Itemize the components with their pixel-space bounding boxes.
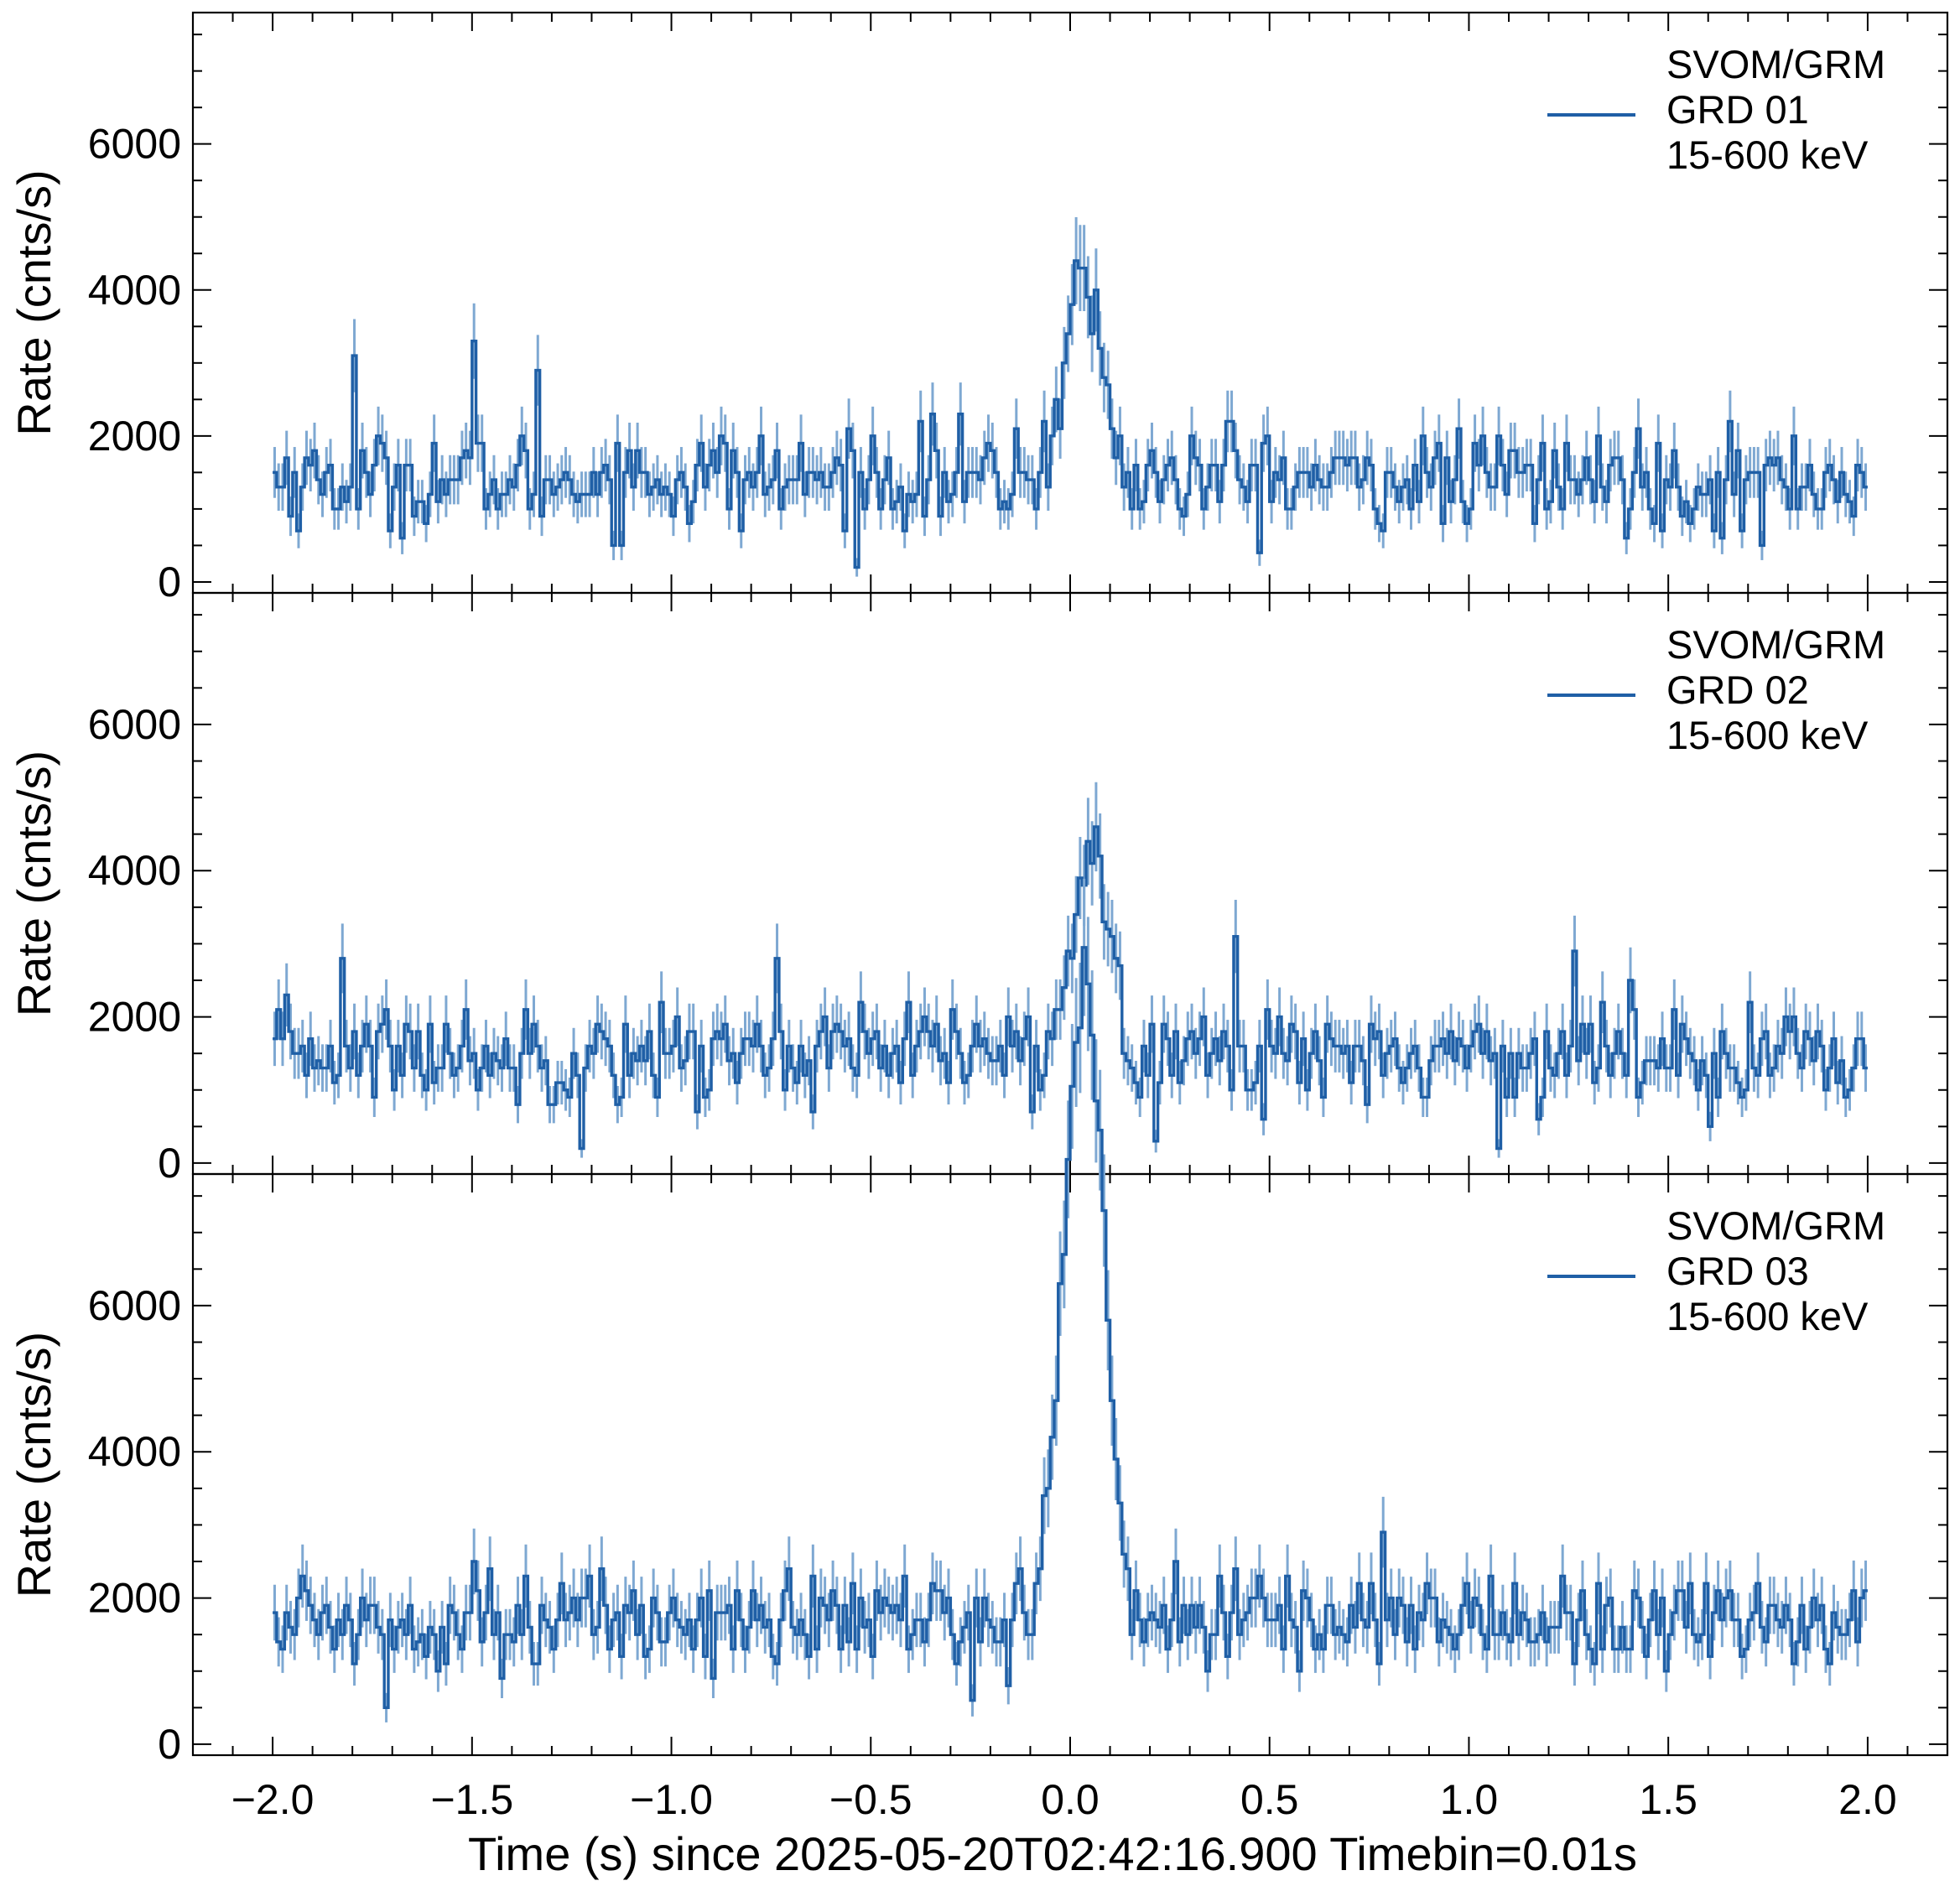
legend-text-line: GRD 01 (1666, 87, 1809, 132)
y-tick-label: 2000 (88, 413, 181, 460)
x-tick-label: −1.0 (630, 1776, 713, 1823)
legend-text-line: GRD 02 (1666, 668, 1809, 712)
y-tick-label: 6000 (88, 701, 181, 748)
legend-text-line: 15-600 keV (1666, 1294, 1869, 1338)
light-curve-line (273, 946, 1868, 1710)
y-tick-label: 0 (158, 559, 181, 605)
x-tick-label: 1.0 (1440, 1776, 1499, 1823)
y-tick-label: 4000 (88, 267, 181, 314)
y-tick-label: 6000 (88, 1282, 181, 1329)
legend-text-line: 15-600 keV (1666, 713, 1869, 757)
light-curve-line (273, 259, 1868, 569)
x-tick-label: −1.5 (430, 1776, 513, 1823)
y-axis-title: Rate (cnts/s) (8, 169, 60, 435)
x-tick-label: 2.0 (1838, 1776, 1897, 1823)
y-tick-label: 2000 (88, 1575, 181, 1622)
x-tick-label: −0.5 (829, 1776, 912, 1823)
x-tick-label: 0.0 (1041, 1776, 1100, 1823)
legend-text-line: SVOM/GRM (1666, 42, 1885, 86)
x-axis-title: Time (s) since 2025-05-20T02:42:16.900 T… (468, 1827, 1637, 1880)
legend-text-line: GRD 03 (1666, 1249, 1809, 1293)
y-tick-label: 2000 (88, 994, 181, 1041)
y-axis-title: Rate (cnts/s) (8, 1332, 60, 1598)
x-tick-label: 1.5 (1639, 1776, 1697, 1823)
x-tick-label: 0.5 (1240, 1776, 1299, 1823)
y-tick-label: 4000 (88, 847, 181, 894)
x-tick-label: −2.0 (231, 1776, 315, 1823)
legend-text-line: SVOM/GRM (1666, 622, 1885, 667)
y-tick-label: 0 (158, 1721, 181, 1768)
legend-text-line: 15-600 keV (1666, 132, 1869, 177)
y-tick-label: 6000 (88, 121, 181, 168)
y-axis-title: Rate (cnts/s) (8, 751, 60, 1016)
light-curve-line (273, 825, 1868, 1151)
legend-text-line: SVOM/GRM (1666, 1203, 1885, 1248)
y-tick-label: 4000 (88, 1428, 181, 1475)
y-tick-label: 0 (158, 1140, 181, 1187)
